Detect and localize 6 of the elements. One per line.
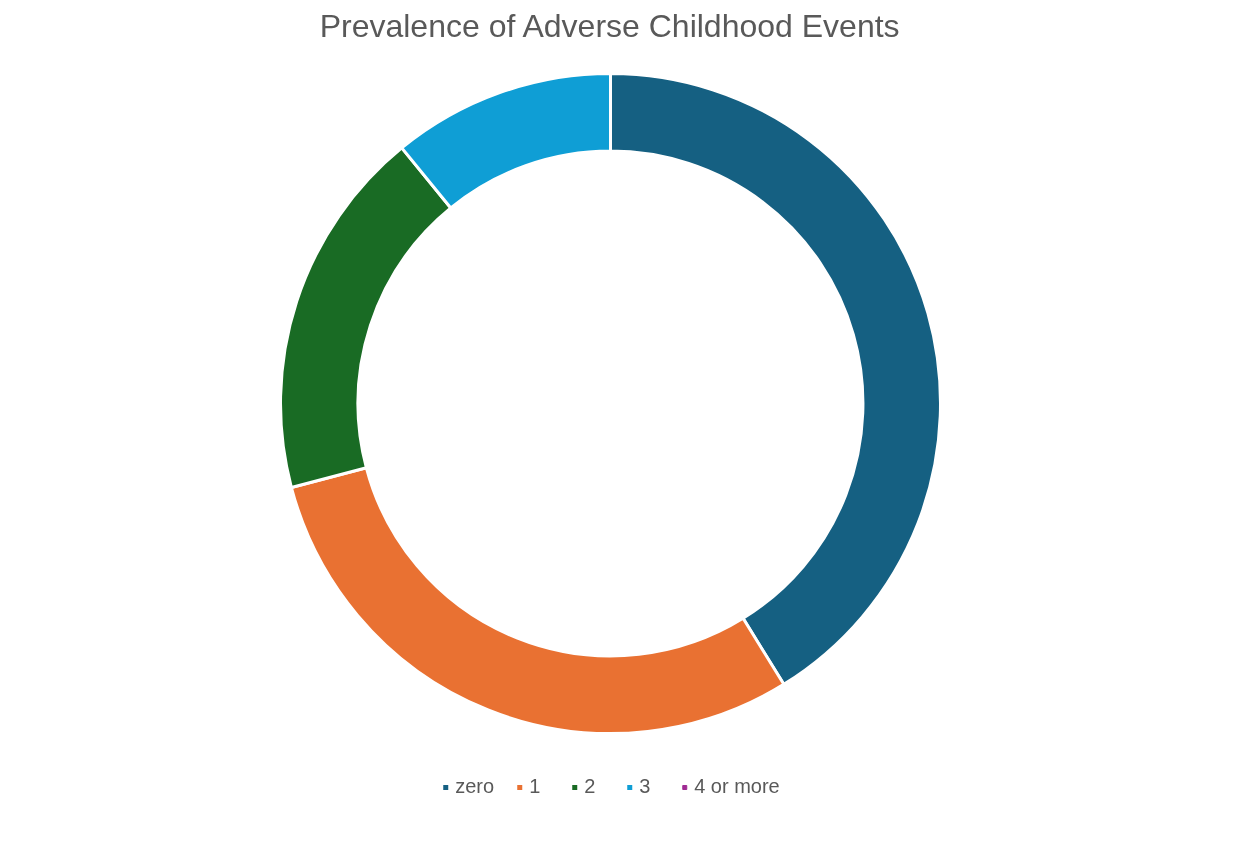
legend-label: 1 [529,775,542,798]
legend-label: zero [455,775,495,798]
chart-title: Prevalence of Adverse Childhood Events [319,7,900,44]
legend-label: 2 [584,775,597,798]
legend-label: 4 or more [694,775,780,798]
legend-label: 3 [639,775,652,798]
